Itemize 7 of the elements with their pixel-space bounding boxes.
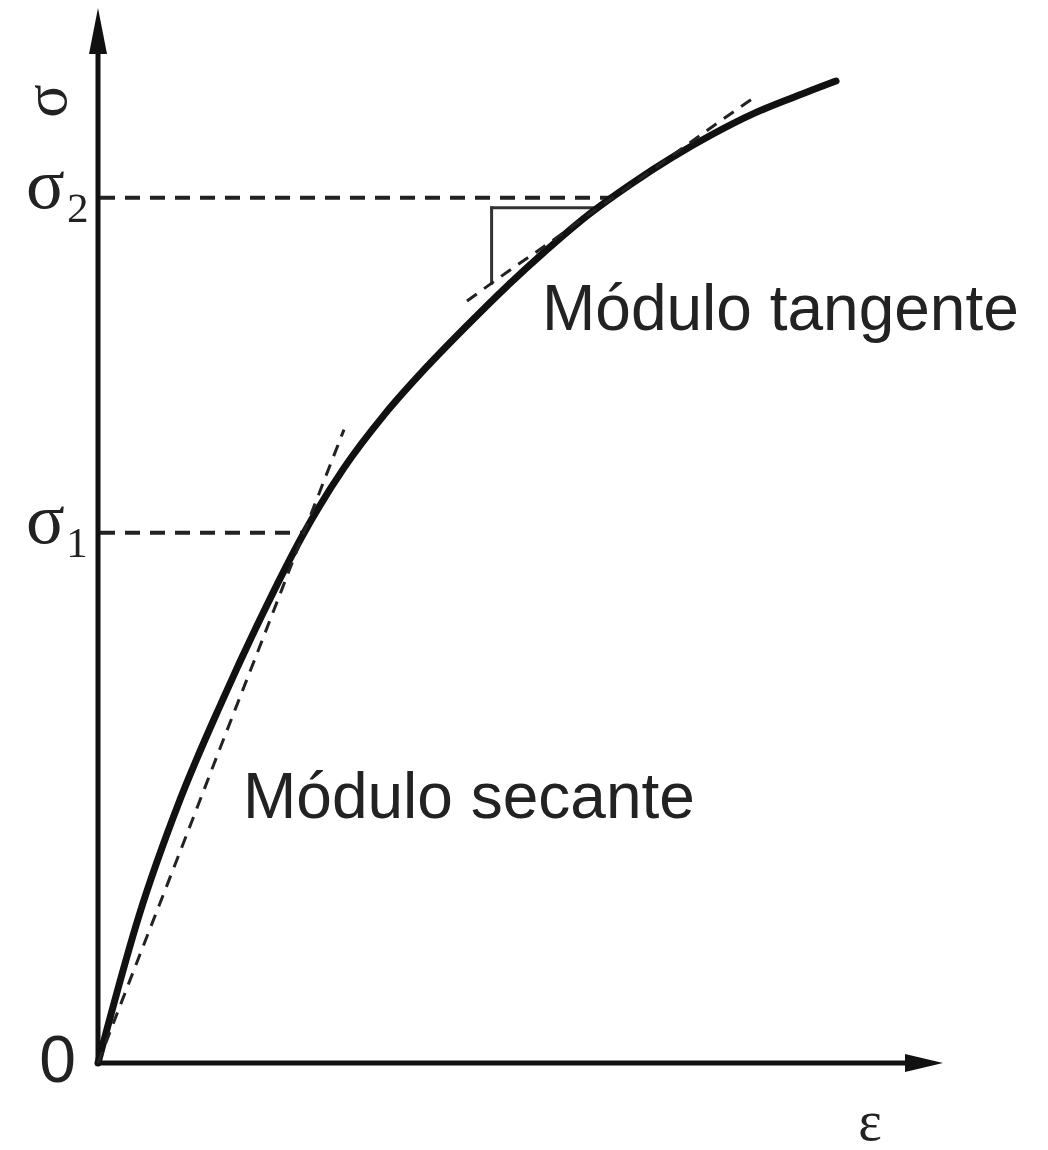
- text: 0: [39, 1022, 76, 1096]
- ref-line-label: σ₂: [26, 143, 90, 224]
- ref-line-label: σ₁: [26, 478, 90, 559]
- annotation: Módulo secante: [243, 760, 695, 832]
- x-axis-title: ε: [858, 1090, 882, 1150]
- y-axis-title: σ: [11, 84, 79, 118]
- annotation: Módulo tangente: [542, 272, 1019, 344]
